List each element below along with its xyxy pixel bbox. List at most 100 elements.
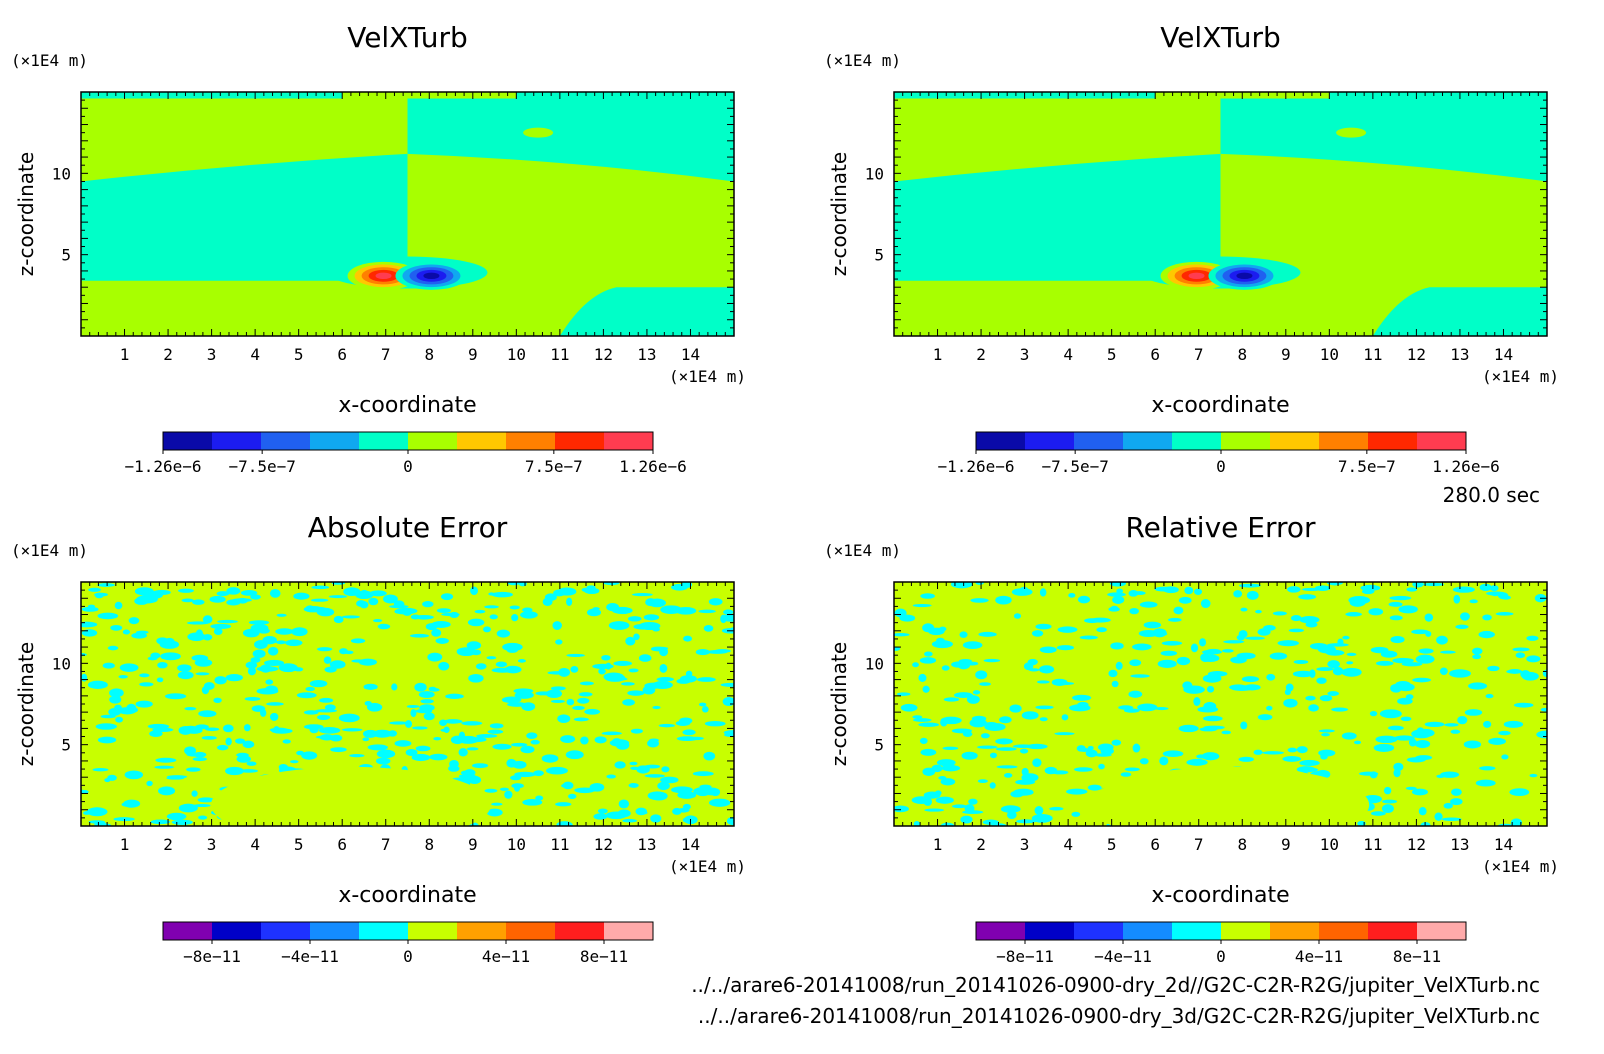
noise-blob xyxy=(81,789,89,794)
noise-blob xyxy=(209,595,226,603)
noise-blob xyxy=(198,815,208,820)
noise-blob xyxy=(158,786,176,796)
noise-blob xyxy=(367,744,388,751)
noise-blob xyxy=(1128,690,1143,698)
noise-blob xyxy=(1326,582,1344,586)
smooth-region xyxy=(210,766,491,826)
noise-blob xyxy=(415,745,431,752)
noise-blob xyxy=(1231,687,1252,691)
noise-blob xyxy=(720,682,734,687)
noise-blob xyxy=(1308,704,1319,712)
noise-blob xyxy=(449,611,459,618)
noise-blob xyxy=(154,765,175,769)
colorbar-swatch xyxy=(1368,922,1417,940)
noise-blob xyxy=(1383,786,1392,795)
noise-blob xyxy=(375,757,391,765)
noise-blob xyxy=(1184,586,1194,595)
noise-blob xyxy=(541,754,559,763)
noise-blob xyxy=(651,681,673,690)
noise-blob xyxy=(405,749,418,757)
noise-blob xyxy=(93,807,105,817)
noise-blob xyxy=(896,692,911,696)
noise-blob xyxy=(195,672,210,676)
noise-blob xyxy=(1168,617,1182,622)
noise-blob xyxy=(1416,727,1425,736)
noise-blob xyxy=(622,699,635,706)
noise-blob xyxy=(912,662,919,668)
noise-blob xyxy=(1332,666,1344,676)
noise-blob xyxy=(1503,720,1524,728)
noise-blob xyxy=(1078,748,1091,752)
y-axis: 5 10 z-coordinate xyxy=(827,581,1547,827)
noise-blob xyxy=(440,593,454,601)
noise-blob xyxy=(526,732,538,740)
noise-blob xyxy=(210,623,232,630)
field-region xyxy=(1089,287,1352,336)
noise-blob xyxy=(1087,784,1102,791)
noise-blob xyxy=(484,605,499,609)
noise-blob xyxy=(475,663,487,670)
noise-blob xyxy=(350,638,366,644)
noise-blob xyxy=(658,723,675,728)
noise-blob xyxy=(1163,586,1179,594)
noise-blob xyxy=(1054,732,1075,736)
noise-blob xyxy=(305,686,315,692)
noise-blob xyxy=(726,816,734,826)
colorbar-tick-label: −8e−11 xyxy=(996,947,1054,966)
noise-blob xyxy=(1221,730,1232,735)
noise-blob xyxy=(682,729,696,736)
noise-blob xyxy=(341,728,363,732)
noise-blob xyxy=(391,683,398,691)
noise-blob xyxy=(118,675,128,679)
noise-blob xyxy=(1013,613,1022,619)
noise-blob xyxy=(1262,751,1285,755)
noise-blob xyxy=(1293,659,1309,665)
colorbar-swatch xyxy=(1221,432,1270,450)
noise-blob xyxy=(1009,704,1022,713)
noise-blob xyxy=(222,724,234,733)
noise-blob xyxy=(1010,790,1024,798)
noise-blob xyxy=(621,607,629,615)
plot-area xyxy=(81,92,734,336)
noise-blob xyxy=(509,605,520,610)
noise-blob xyxy=(1472,647,1483,655)
noise-blob xyxy=(409,633,430,638)
field-region xyxy=(894,92,1221,182)
noise-blob xyxy=(216,744,229,751)
noise-blob xyxy=(1206,648,1221,654)
noise-blob xyxy=(328,595,348,599)
noise-blob xyxy=(1139,758,1149,765)
field-region xyxy=(894,92,1221,99)
noise-blob xyxy=(1199,638,1207,647)
noise-blob xyxy=(1240,607,1248,612)
noise-blob xyxy=(1026,743,1048,750)
noise-blob xyxy=(530,739,540,745)
colorbar-swatch xyxy=(1025,922,1074,940)
noise-blob xyxy=(922,767,936,776)
noise-blob xyxy=(311,585,330,590)
noise-blob xyxy=(918,673,927,682)
noise-blob xyxy=(1133,591,1146,596)
noise-blob xyxy=(1238,583,1261,588)
noise-blob xyxy=(1077,595,1091,604)
noise-blob xyxy=(205,727,220,732)
noise-blob xyxy=(627,616,642,622)
x-tick-label: 11 xyxy=(1363,835,1382,854)
colorbar-swatch xyxy=(1221,922,1270,940)
file-path-2: ../../arare6-20141008/run_20141026-0900-… xyxy=(698,1004,1540,1028)
noise-blob xyxy=(1100,747,1114,755)
noise-blob xyxy=(1296,746,1308,754)
y-axis-title: z-coordinate xyxy=(827,152,851,276)
y-axis-title: z-coordinate xyxy=(14,152,38,276)
noise-blob xyxy=(1349,599,1366,607)
noise-blob xyxy=(244,696,261,701)
y-tick-label: 5 xyxy=(61,736,71,755)
plot-area xyxy=(81,582,734,826)
noise-blob xyxy=(1424,721,1445,728)
noise-blob xyxy=(635,807,648,816)
x-axis: 1 2 3 4 5 6 7 8 9 10 11 12 13 14(×1E4 m)x-coordinate xyxy=(893,582,1559,908)
noise-blob xyxy=(661,766,670,773)
noise-blob xyxy=(1388,601,1403,607)
noise-blob xyxy=(940,822,955,826)
